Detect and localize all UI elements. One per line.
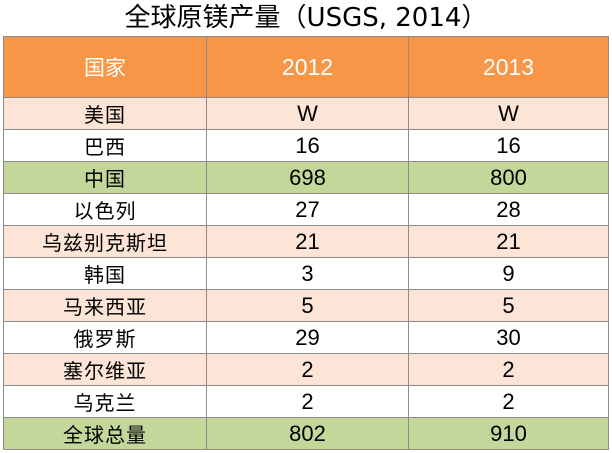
table-row: 塞尔维亚 2 2: [3, 353, 609, 386]
country-cell: 全球总量: [3, 417, 207, 450]
value-2012-cell: 2: [206, 385, 409, 418]
country-cell: 巴西: [3, 129, 207, 162]
value-2013-cell: 30: [408, 321, 609, 354]
table-row: 全球总量 802 910: [3, 417, 609, 450]
table-row: 中国 698 800: [3, 161, 609, 194]
header-2012: 2012: [206, 36, 409, 98]
country-cell: 乌克兰: [3, 385, 207, 418]
value-2013-cell: 21: [408, 225, 609, 258]
country-cell: 俄罗斯: [3, 321, 207, 354]
country-cell: 乌兹别克斯坦: [3, 225, 207, 258]
value-2012-cell: 802: [206, 417, 409, 450]
country-cell: 美国: [3, 97, 207, 130]
table-row: 马来西亚 5 5: [3, 289, 609, 322]
value-2012-cell: 5: [206, 289, 409, 322]
country-cell: 马来西亚: [3, 289, 207, 322]
country-cell: 塞尔维亚: [3, 353, 207, 386]
table-row: 美国 W W: [3, 97, 609, 130]
value-2012-cell: 29: [206, 321, 409, 354]
value-2013-cell: 28: [408, 193, 609, 226]
value-2013-cell: 16: [408, 129, 609, 162]
table-body: 美国 W W 巴西 16 16 中国 698 800 以色列 27 28 乌兹别克斯坦 21 21 韩国 3 9 马…: [3, 97, 609, 450]
country-cell: 中国: [3, 161, 207, 194]
value-2012-cell: 698: [206, 161, 409, 194]
table-row: 韩国 3 9: [3, 257, 609, 290]
value-2013-cell: 910: [408, 417, 609, 450]
table-row: 乌克兰 2 2: [3, 385, 609, 418]
value-2013-cell: 5: [408, 289, 609, 322]
country-cell: 以色列: [3, 193, 207, 226]
table-row: 以色列 27 28: [3, 193, 609, 226]
magnesium-production-table: 国家 2012 2013 美国 W W 巴西 16 16 中国 698 800 以色列 27 28 乌兹…: [3, 36, 609, 450]
table-row: 巴西 16 16: [3, 129, 609, 162]
value-2012-cell: 27: [206, 193, 409, 226]
value-2012-cell: 3: [206, 257, 409, 290]
value-2012-cell: W: [206, 97, 409, 130]
header-2013: 2013: [408, 36, 609, 98]
value-2013-cell: 9: [408, 257, 609, 290]
table-row: 俄罗斯 29 30: [3, 321, 609, 354]
value-2013-cell: W: [408, 97, 609, 130]
table-row: 乌兹别克斯坦 21 21: [3, 225, 609, 258]
table-title: 全球原镁产量（USGS, 2014）: [124, 3, 488, 33]
value-2012-cell: 16: [206, 129, 409, 162]
value-2012-cell: 2: [206, 353, 409, 386]
value-2013-cell: 2: [408, 353, 609, 386]
country-cell: 韩国: [3, 257, 207, 290]
header-row: 国家 2012 2013: [3, 36, 609, 98]
value-2013-cell: 2: [408, 385, 609, 418]
value-2013-cell: 800: [408, 161, 609, 194]
value-2012-cell: 21: [206, 225, 409, 258]
header-country: 国家: [3, 36, 207, 98]
